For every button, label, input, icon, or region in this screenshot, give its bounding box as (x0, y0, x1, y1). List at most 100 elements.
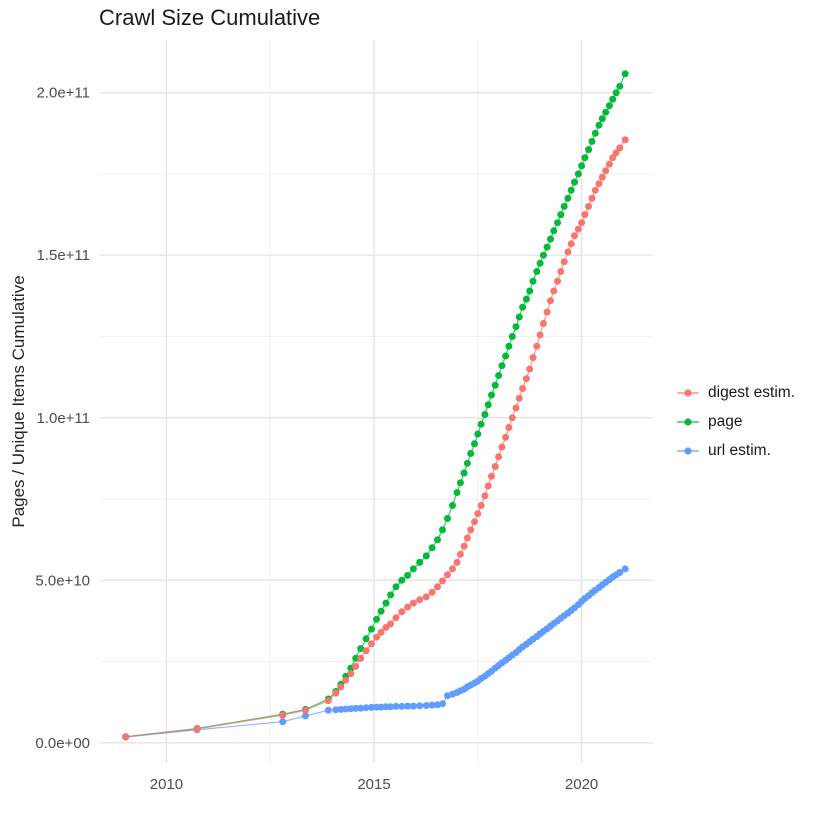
data-point-digest-estim- (404, 603, 412, 611)
data-point-url-estim- (398, 702, 406, 710)
data-point-page (578, 162, 586, 170)
data-point-page (508, 333, 516, 340)
data-point-page (474, 430, 482, 438)
data-point-page (471, 440, 478, 448)
y-tick-label: 1.5e+11 (36, 247, 90, 264)
data-point-digest-estim- (588, 194, 596, 202)
data-point-page (543, 243, 551, 251)
legend-label: url estim. (708, 441, 771, 459)
data-point-digest-estim- (526, 365, 534, 373)
data-point-digest-estim- (352, 662, 360, 670)
data-point-page (357, 645, 365, 653)
data-point-digest-estim- (554, 277, 561, 285)
data-point-digest-estim- (602, 167, 610, 175)
data-point-page (444, 515, 451, 522)
data-point-page (460, 469, 468, 477)
data-point-page (467, 450, 475, 457)
data-point-digest-estim- (508, 414, 516, 422)
data-point-page (595, 121, 603, 129)
data-point-digest-estim- (347, 670, 355, 678)
plot-title: Crawl Size Cumulative (99, 5, 321, 30)
data-point-digest-estim- (416, 596, 424, 604)
data-point-digest-estim- (502, 433, 510, 441)
data-point-digest-estim- (474, 510, 482, 518)
x-tick-label: 2015 (357, 776, 390, 793)
data-point-url-estim- (428, 701, 436, 709)
data-point-digest-estim- (368, 640, 375, 648)
data-point-digest-estim- (560, 258, 568, 266)
data-point-digest-estim- (550, 287, 558, 295)
data-point-page (502, 352, 510, 360)
data-point-digest-estim- (515, 394, 523, 402)
data-point-digest-estim- (398, 608, 406, 616)
data-point-page (453, 489, 461, 496)
data-point-page (409, 565, 417, 573)
data-point-page (491, 381, 499, 389)
data-point-digest-estim- (456, 550, 464, 558)
data-point-digest-estim- (522, 375, 530, 383)
data-point-digest-estim- (337, 683, 345, 691)
data-point-digest-estim- (460, 542, 468, 550)
data-point-digest-estim- (571, 232, 578, 240)
data-point-page (477, 420, 485, 428)
data-point-url-estim- (409, 702, 417, 710)
data-point-url-estim- (357, 704, 365, 712)
data-point-url-estim- (368, 703, 375, 711)
data-point-digest-estim- (564, 248, 572, 256)
data-point-page (422, 552, 430, 560)
data-point-page (382, 599, 390, 607)
legend-item-page: page (676, 407, 795, 436)
data-point-page (373, 615, 380, 623)
data-point-page (536, 259, 544, 267)
data-point-page (463, 459, 471, 467)
data-point-page (609, 95, 617, 103)
data-point-digest-estim- (512, 404, 520, 412)
data-point-digest-estim- (449, 565, 456, 573)
data-point-digest-estim- (484, 482, 492, 490)
data-point-url-estim- (352, 704, 360, 712)
data-point-digest-estim- (557, 268, 565, 275)
data-point-page (557, 211, 565, 219)
x-tick-label: 2010 (150, 776, 183, 793)
legend: digest estim. page url estim. (676, 378, 795, 465)
data-point-page (588, 137, 596, 145)
data-point-digest-estim- (422, 593, 430, 601)
data-point-page (574, 170, 582, 178)
data-point-digest-estim- (357, 654, 365, 662)
y-tick-label: 5.0e+10 (35, 572, 90, 589)
y-axis-title: Pages / Unique Items Cumulative (9, 275, 28, 527)
data-point-digest-estim- (463, 534, 471, 542)
data-point-url-estim- (279, 718, 287, 726)
data-point-digest-estim- (434, 583, 441, 591)
data-point-digest-estim- (467, 526, 475, 534)
x-tick-label: 2020 (565, 776, 598, 793)
data-point-digest-estim- (621, 136, 629, 144)
data-point-page (352, 654, 360, 662)
data-point-url-estim- (439, 700, 446, 708)
data-point-page (533, 268, 541, 275)
data-point-digest-estim- (439, 577, 446, 585)
data-point-digest-estim- (481, 492, 489, 500)
data-point-page (591, 129, 599, 137)
data-point-page (612, 89, 620, 97)
y-tick-label: 1.0e+11 (36, 410, 90, 427)
data-point-page (362, 635, 370, 643)
data-point-url-estim- (362, 704, 370, 712)
data-point-digest-estim- (409, 599, 417, 607)
data-point-page (554, 219, 561, 227)
data-point-page (428, 544, 436, 552)
data-point-digest-estim- (595, 180, 603, 188)
data-point-page (621, 70, 629, 78)
data-point-digest-estim- (491, 463, 499, 470)
data-point-page (488, 391, 495, 399)
plot-panel (100, 40, 653, 763)
data-point-page (547, 235, 554, 243)
data-point-page (585, 146, 593, 154)
data-point-digest-estim- (567, 240, 575, 248)
data-point-page (567, 186, 575, 194)
data-point-page (456, 479, 464, 487)
data-point-page (398, 576, 406, 584)
data-point-digest-estim- (495, 453, 503, 461)
data-point-digest-estim- (377, 628, 385, 636)
